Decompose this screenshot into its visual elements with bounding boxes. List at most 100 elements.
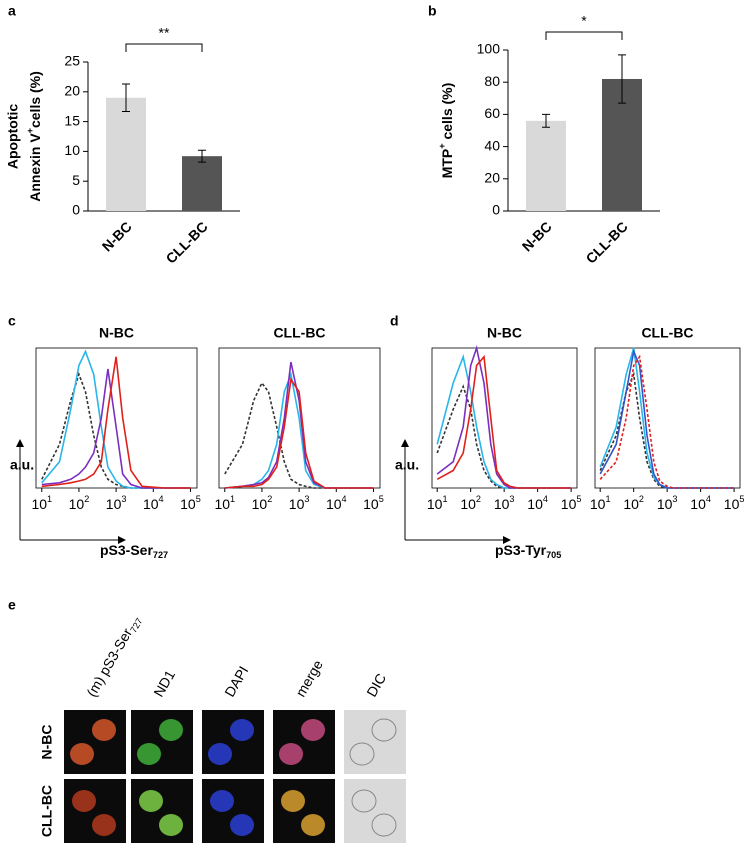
x-tick-label: CLL-BC (163, 218, 211, 266)
micrograph (131, 779, 193, 843)
histogram-line (599, 348, 735, 489)
plot-frame (35, 347, 198, 489)
panel-label: c (8, 313, 16, 329)
histogram-line (41, 349, 191, 489)
x-tick-label: 102 (623, 494, 644, 511)
column-label: DIC (363, 670, 389, 699)
x-tick-label: 105 (724, 494, 745, 511)
text-part: 10 (214, 496, 230, 512)
text-part: 1 (605, 494, 610, 504)
x-tick-label: 103 (289, 494, 310, 511)
x-tick-label: 105 (180, 494, 201, 511)
y-tick-label: 25 (64, 53, 80, 69)
text-part: 2 (84, 494, 89, 504)
micrograph (131, 710, 193, 774)
text-part: 10 (289, 496, 305, 512)
cell (92, 814, 116, 836)
text-part: 4 (342, 494, 347, 504)
plot-frame (594, 347, 741, 489)
text-part: 10 (252, 496, 268, 512)
column-label: (m) pS3-Ser727 (83, 612, 145, 701)
micrograph (202, 710, 264, 774)
x-tick-label: 101 (214, 494, 235, 511)
chart-title: N-BC (99, 325, 134, 341)
bar (106, 97, 146, 211)
histogram-line (41, 356, 191, 489)
x-tick-label: 104 (143, 494, 164, 511)
cell (301, 719, 325, 741)
micrograph (64, 779, 126, 843)
text-part: 10 (527, 496, 543, 512)
text-part: 10 (590, 496, 606, 512)
text-part: 10 (623, 496, 639, 512)
x-tick-label: 104 (690, 494, 711, 511)
text-part: + (25, 128, 35, 133)
text-part: 10 (561, 496, 577, 512)
y-tick-label: 5 (72, 172, 80, 188)
text-part: 5 (379, 494, 384, 504)
y-tick-label: 20 (484, 170, 500, 186)
text-part: pS3-Ser (100, 542, 153, 558)
x-tick-label: 101 (31, 494, 52, 511)
y-tick-label: 15 (64, 112, 80, 128)
cell (351, 789, 377, 813)
x-tick-label: 102 (69, 494, 90, 511)
column-label: DAPI (221, 663, 251, 699)
cell (349, 742, 375, 766)
x-tick-label: 102 (252, 494, 273, 511)
y-tick-label: 60 (484, 105, 500, 121)
text-part: 10 (143, 496, 159, 512)
x-tick-label: 104 (326, 494, 347, 511)
text-part: 5 (196, 494, 201, 504)
text-part: 3 (121, 494, 126, 504)
text-part: merge (292, 657, 326, 700)
text-part: 3 (304, 494, 309, 504)
panel-label: e (8, 597, 16, 613)
y-axis-label: MTP+ cells (%) (437, 83, 454, 179)
y-tick-label: 40 (484, 137, 500, 153)
text-part: cells (%) (27, 71, 43, 128)
y-axis-label: a.u. (10, 457, 34, 473)
cell (281, 790, 305, 812)
error-bar (542, 113, 550, 128)
plot-frame (431, 347, 578, 489)
y-tick-label: 100 (477, 41, 501, 57)
histogram-line (436, 344, 572, 489)
panel-label: d (390, 313, 399, 329)
x-tick-label: N-BC (519, 218, 555, 254)
text-part: DIC (363, 670, 389, 699)
text-part: 10 (657, 496, 673, 512)
cell (70, 743, 94, 765)
text-part: 10 (363, 496, 379, 512)
panel-label: a (8, 3, 16, 19)
x-tick-label: CLL-BC (583, 218, 631, 266)
y-axis-label: a.u. (395, 457, 419, 473)
text-part: 5 (576, 494, 581, 504)
text-part: 10 (460, 496, 476, 512)
y-tick-label: 0 (72, 202, 80, 218)
histogram-line (436, 353, 572, 489)
cell (230, 814, 254, 836)
text-part: 4 (159, 494, 164, 504)
cell (371, 813, 397, 837)
cell (371, 718, 397, 742)
text-part: 2 (639, 494, 644, 504)
text-part: (m) pS3-Ser (83, 625, 135, 699)
x-tick-label: 102 (460, 494, 481, 511)
text-part: 1 (230, 494, 235, 504)
histogram-line (224, 377, 374, 489)
text-part: 2 (267, 494, 272, 504)
x-tick-label: 103 (106, 494, 127, 511)
text-part: 2 (476, 494, 481, 504)
cell (279, 743, 303, 765)
row-label: CLL-BC (39, 785, 55, 837)
bar (182, 156, 222, 211)
x-tick-label: 103 (657, 494, 678, 511)
text-part: MTP (439, 149, 455, 179)
panel-label: b (428, 3, 437, 19)
significance-bracket (125, 43, 203, 52)
text-part: 727 (129, 617, 145, 635)
column-label: merge (292, 657, 326, 700)
text-part: ND1 (150, 667, 178, 699)
text-part: 10 (180, 496, 196, 512)
